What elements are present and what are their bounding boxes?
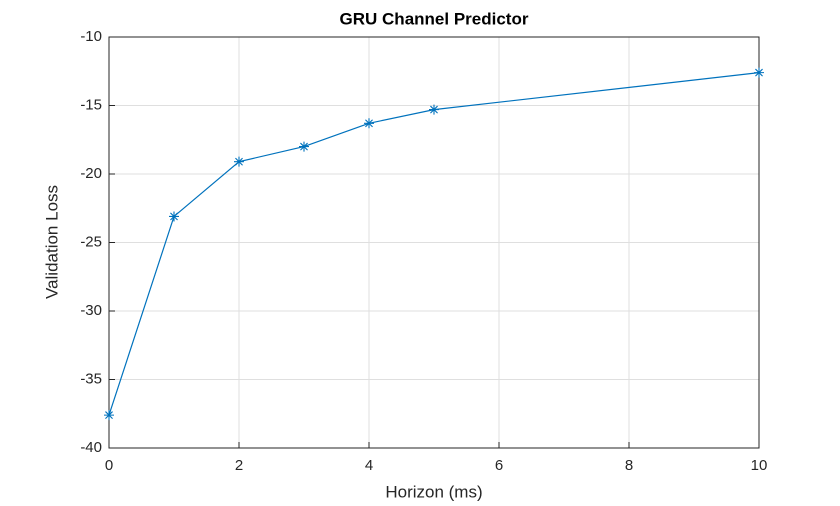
- y-tick-label: -20: [80, 165, 102, 182]
- x-tick-label: 8: [625, 457, 633, 474]
- x-tick-label: 2: [235, 457, 243, 474]
- marker: [364, 118, 374, 129]
- x-tick-label: 6: [495, 457, 503, 474]
- y-tick-label: -25: [80, 233, 102, 250]
- marker: [169, 211, 179, 222]
- chart-title: GRU Channel Predictor: [340, 9, 529, 28]
- marker: [299, 141, 309, 152]
- y-tick-label: -15: [80, 96, 102, 113]
- marker: [754, 67, 764, 78]
- plot-frame: [108, 36, 760, 449]
- y-axis-label: Validation Loss: [42, 185, 61, 299]
- x-axis-label: Horizon (ms): [385, 482, 482, 501]
- y-tick-label: -10: [80, 28, 102, 45]
- marker: [234, 156, 244, 167]
- y-tick-label: -30: [80, 302, 102, 319]
- y-tick-label: -40: [80, 439, 102, 456]
- series-line: [108, 72, 760, 416]
- x-tick-label: 4: [365, 457, 373, 474]
- x-tick-label: 10: [751, 457, 768, 474]
- y-tick-label: -35: [80, 370, 102, 387]
- x-tick-label: 0: [105, 457, 113, 474]
- marker: [429, 104, 439, 115]
- marker: [104, 410, 114, 421]
